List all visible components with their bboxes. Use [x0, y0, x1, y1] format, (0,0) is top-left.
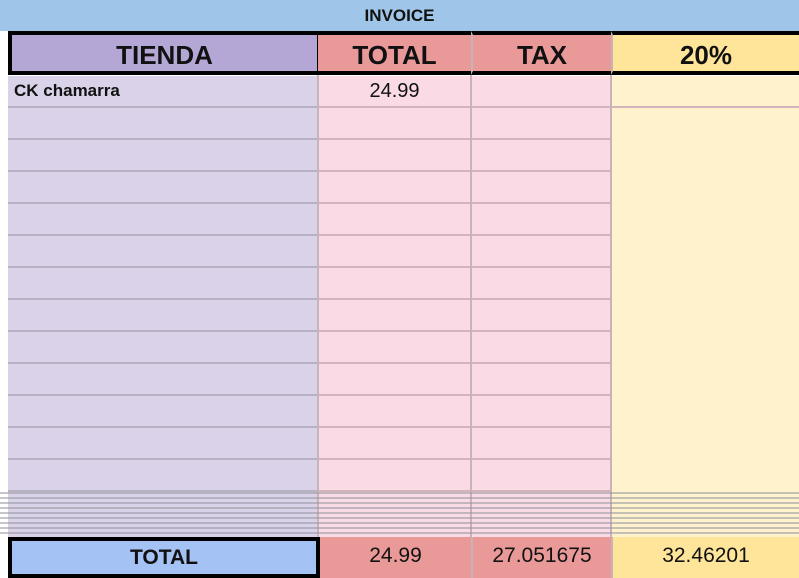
- cell-total[interactable]: [318, 396, 471, 428]
- cell-tax[interactable]: [471, 332, 611, 364]
- cell-tienda[interactable]: [8, 460, 318, 492]
- cell-tienda[interactable]: CK chamarra: [8, 76, 318, 108]
- cell-tax[interactable]: [471, 300, 611, 332]
- cell-tax[interactable]: [471, 236, 611, 268]
- cell-tienda[interactable]: [8, 332, 318, 364]
- cell-tax[interactable]: [471, 76, 611, 108]
- cell-20-percent[interactable]: [611, 300, 799, 332]
- cell-20-percent[interactable]: [611, 396, 799, 428]
- invoice-title: INVOICE: [0, 0, 799, 31]
- column-divider: [610, 75, 612, 537]
- cell-tienda[interactable]: [8, 428, 318, 460]
- cell-total[interactable]: [318, 172, 471, 204]
- cell-total[interactable]: [318, 460, 471, 492]
- cell-20-percent[interactable]: [611, 364, 799, 396]
- cell-tienda[interactable]: [8, 204, 318, 236]
- totals-tax[interactable]: 27.051675: [471, 537, 611, 578]
- cell-20-percent[interactable]: [611, 428, 799, 460]
- cell-tienda[interactable]: [8, 140, 318, 172]
- cell-tax[interactable]: [471, 428, 611, 460]
- cell-total[interactable]: [318, 204, 471, 236]
- cell-total[interactable]: [318, 268, 471, 300]
- cell-tienda[interactable]: [8, 268, 318, 300]
- cell-total[interactable]: [318, 236, 471, 268]
- cell-tax[interactable]: [471, 364, 611, 396]
- cell-tienda[interactable]: [8, 108, 318, 140]
- header-total[interactable]: TOTAL: [318, 31, 471, 75]
- cell-tax[interactable]: [471, 396, 611, 428]
- totals-total[interactable]: 24.99: [320, 537, 471, 578]
- cell-total[interactable]: 24.99: [318, 76, 471, 108]
- cell-20-percent[interactable]: [611, 172, 799, 204]
- cell-tax[interactable]: [471, 268, 611, 300]
- header-tax[interactable]: TAX: [471, 31, 611, 75]
- cell-tax[interactable]: [471, 108, 611, 140]
- cell-20-percent[interactable]: [611, 460, 799, 492]
- totals-label[interactable]: TOTAL: [8, 537, 320, 578]
- cell-tax[interactable]: [471, 140, 611, 172]
- cell-20-percent[interactable]: [611, 268, 799, 300]
- cell-20-percent[interactable]: [611, 140, 799, 172]
- column-divider: [317, 75, 319, 537]
- cell-20-percent[interactable]: [611, 236, 799, 268]
- hidden-rows-indicator[interactable]: [0, 492, 799, 536]
- cell-tienda[interactable]: [8, 364, 318, 396]
- cell-20-percent[interactable]: [611, 204, 799, 236]
- cell-tax[interactable]: [471, 172, 611, 204]
- cell-20-percent[interactable]: [611, 108, 799, 140]
- cell-tienda[interactable]: [8, 236, 318, 268]
- cell-tienda[interactable]: [8, 300, 318, 332]
- cell-total[interactable]: [318, 332, 471, 364]
- cell-total[interactable]: [318, 428, 471, 460]
- cell-total[interactable]: [318, 140, 471, 172]
- cell-total[interactable]: [318, 108, 471, 140]
- cell-tax[interactable]: [471, 460, 611, 492]
- cell-20-percent[interactable]: [611, 332, 799, 364]
- cell-total[interactable]: [318, 364, 471, 396]
- cell-total[interactable]: [318, 300, 471, 332]
- totals-20-percent[interactable]: 32.46201: [611, 537, 799, 578]
- cell-20-percent[interactable]: [611, 76, 799, 108]
- header-tienda[interactable]: TIENDA: [8, 31, 320, 75]
- cell-tax[interactable]: [471, 204, 611, 236]
- header-20-percent[interactable]: 20%: [611, 31, 799, 75]
- cell-tienda[interactable]: [8, 172, 318, 204]
- column-divider: [470, 75, 472, 537]
- cell-tienda[interactable]: [8, 396, 318, 428]
